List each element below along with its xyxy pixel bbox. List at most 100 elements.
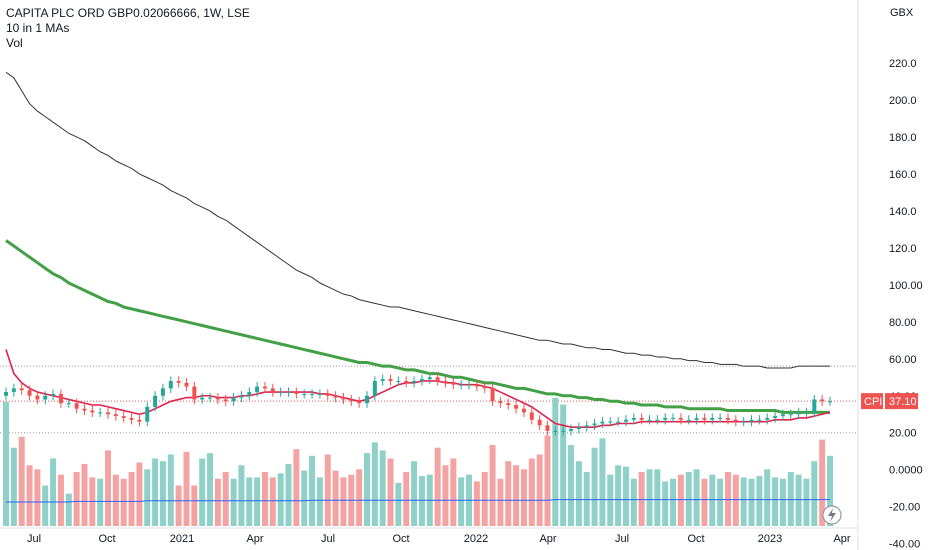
candle-body (600, 421, 605, 424)
candle-body (302, 393, 307, 395)
candle-body (239, 395, 244, 398)
candle-body (19, 388, 24, 391)
volume-bar (371, 442, 378, 526)
candle-body (569, 429, 574, 431)
candle-body (153, 395, 158, 407)
candle-body (443, 380, 448, 383)
volume-bar (316, 477, 323, 526)
volume-bar (324, 454, 331, 526)
candle-body (702, 417, 707, 420)
candle-body (184, 382, 189, 387)
volume-bar (230, 478, 237, 526)
volume-bar (575, 461, 582, 526)
volume-bar (3, 401, 9, 526)
legend-title[interactable]: CAPITA PLC ORD GBP0.02066666, 1W, LSE (6, 6, 250, 20)
price-badge-value: 37.10 (889, 396, 917, 408)
candle-body (639, 417, 644, 420)
candle-body (176, 380, 181, 383)
candle-body (404, 380, 409, 383)
candle-body (286, 392, 291, 394)
candle-body (733, 419, 738, 422)
candle-body (796, 412, 801, 415)
candle-body (106, 412, 111, 415)
candle-body (192, 386, 197, 400)
volume-bar (10, 447, 17, 526)
candle-body (137, 419, 142, 422)
ma-red-line (5, 349, 831, 428)
volume-bar (57, 474, 64, 526)
price-badge-symbol: CPI (864, 396, 882, 408)
price-tick-label: 100.00 (889, 280, 923, 292)
candle-body (655, 419, 660, 421)
candle-body (160, 388, 165, 396)
volume-bar (42, 485, 49, 526)
candle-body (388, 379, 393, 381)
candle-body (584, 425, 589, 428)
volume-bar (175, 485, 182, 526)
candle-body (372, 380, 377, 396)
volume-ma-line (6, 499, 830, 503)
candle-body (51, 393, 56, 396)
price-tick-label: 20.00 (889, 428, 917, 440)
volume-bar (73, 472, 80, 526)
candle-body (58, 393, 63, 404)
volume-bar (489, 445, 496, 526)
candle-body (537, 419, 542, 426)
candle-body (741, 421, 746, 423)
candle-body (694, 417, 699, 420)
candle-body (113, 414, 118, 417)
candle-body (11, 388, 16, 393)
candle-body (333, 395, 338, 398)
legend-vol-label[interactable]: Vol (6, 36, 23, 50)
candle-body (341, 397, 346, 400)
ma-black-line (5, 71, 830, 369)
volume-bar (473, 481, 480, 526)
candle-body (623, 419, 628, 422)
candle-body (474, 384, 479, 387)
time-tick-label: Apr (246, 533, 263, 545)
candle-body (435, 377, 440, 381)
candle-body (129, 417, 134, 420)
volume-bar (442, 465, 449, 526)
candle-body (647, 419, 652, 421)
volume-bar (560, 404, 567, 526)
price-badge-value-bg (885, 393, 918, 410)
volume-bar (120, 478, 127, 526)
volume-bar (787, 472, 794, 526)
time-tick-label: Apr (539, 533, 556, 545)
candle-body (66, 403, 71, 405)
candle-body (27, 390, 32, 396)
candle-body (459, 384, 464, 386)
volume-bar (403, 472, 410, 526)
time-tick-label: Oct (687, 533, 704, 545)
candle-body (749, 419, 754, 422)
price-tick-label: 80.00 (889, 317, 917, 329)
volume-bar (756, 476, 763, 526)
candle-body (74, 403, 79, 409)
volume-bar (607, 474, 614, 526)
volume-bar (97, 478, 104, 526)
candle-body (514, 405, 519, 409)
candle-body (364, 395, 369, 404)
candle-body (278, 392, 283, 394)
volume-bar (18, 436, 25, 526)
candle-body (788, 414, 793, 416)
candle-body (718, 417, 723, 419)
volume-bar (395, 482, 402, 526)
volume-bar (144, 469, 151, 526)
volume-bar (779, 478, 786, 526)
price-tick-label: 0.0000 (889, 465, 923, 477)
candle-body (467, 384, 472, 386)
candle-body (247, 392, 252, 396)
candle-body (780, 414, 785, 417)
volume-bar (411, 461, 418, 526)
volume-bar (34, 469, 41, 526)
volume-bar (261, 472, 268, 526)
volume-bar (387, 458, 394, 526)
time-tick-label: Oct (98, 533, 115, 545)
time-tick-label: 2021 (170, 533, 194, 545)
legend-ma-label[interactable]: 10 in 1 MAs (6, 21, 70, 35)
candle-body (168, 380, 173, 389)
volume-bar (764, 469, 771, 526)
